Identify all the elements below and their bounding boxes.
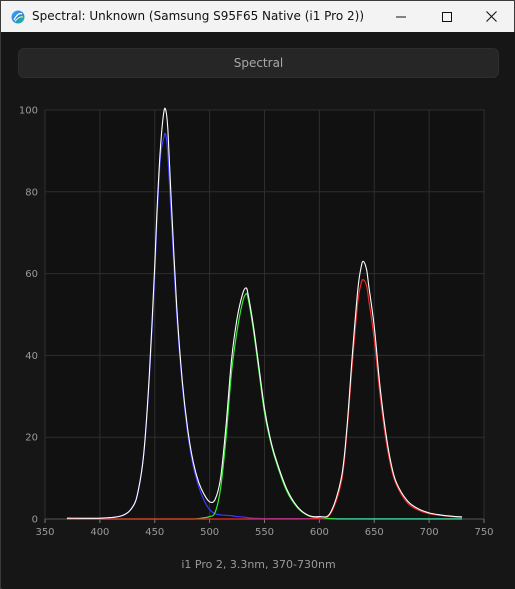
y-tick-label: 0 (32, 515, 38, 526)
white-spectrum-line (66, 107, 463, 519)
x-tick-label: 600 (310, 527, 329, 538)
x-tick-label: 750 (474, 527, 493, 538)
spectral-tab-button[interactable]: Spectral (18, 48, 499, 78)
y-tick-label: 100 (19, 106, 38, 117)
x-tick-label: 400 (90, 527, 109, 538)
close-icon (485, 11, 497, 22)
close-button[interactable] (468, 1, 514, 32)
x-tick-label: 350 (35, 527, 54, 538)
maximize-icon (442, 11, 452, 22)
x-tick-label: 550 (255, 527, 274, 538)
series-layer (66, 107, 463, 520)
title-bar[interactable]: Spectral: Unknown (Samsung S95F65 Native… (1, 1, 514, 32)
window-content: Spectral 350 400 450 500 550 600 650 700 750 0 20 4… (2, 32, 515, 589)
x-tick-label: 450 (145, 527, 164, 538)
window-title: Spectral: Unknown (Samsung S95F65 Native… (32, 9, 365, 23)
y-tick-label: 20 (25, 433, 38, 444)
spectral-chart: 350 400 450 500 550 600 650 700 750 0 20 40 60 80 100 (19, 106, 494, 539)
minimize-button[interactable] (378, 1, 424, 32)
x-tick-label: 700 (420, 527, 439, 538)
app-logo-icon (11, 9, 25, 24)
chart-caption: i1 Pro 2, 3.3nm, 370-730nm (181, 558, 336, 571)
red-spectrum-line (66, 279, 463, 520)
x-tick-label: 500 (200, 527, 219, 538)
minimize-icon (396, 16, 406, 17)
maximize-button[interactable] (424, 1, 470, 32)
y-tick-label: 80 (25, 187, 38, 198)
y-tick-label: 40 (25, 351, 38, 362)
y-tick-label: 60 (25, 269, 38, 280)
x-tick-label: 650 (365, 527, 384, 538)
